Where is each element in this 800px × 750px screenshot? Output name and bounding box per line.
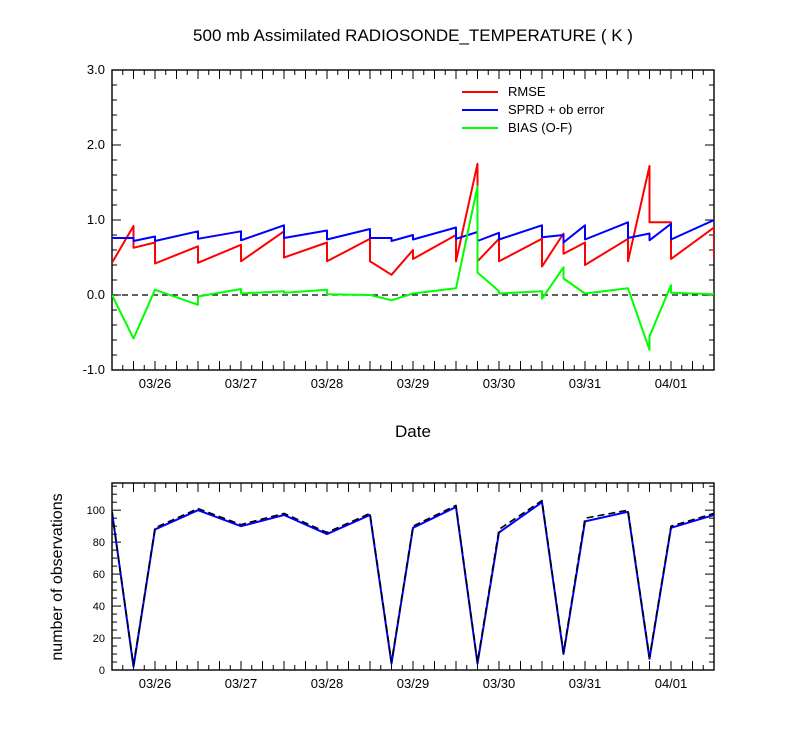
rmse-spread-bias-panel: 03/26 03/27 03/28 03/29 03/30 03/31 04/01 -1.0 0… [83, 62, 715, 391]
x-axis-label: Date [395, 422, 431, 441]
plot-frame [111, 69, 715, 371]
x-tick-label: 03/27 [225, 676, 258, 691]
x-tick-label: 03/30 [483, 376, 516, 391]
series-line-solid [112, 501, 714, 668]
y-tick-label: 0.0 [87, 287, 105, 302]
y-tick-label: 2.0 [87, 137, 105, 152]
chart-title: 500 mb Assimilated RADIOSONDE_TEMPERATUR… [193, 26, 633, 45]
x-tick-label: 04/01 [655, 676, 688, 691]
legend-label: BIAS (O-F) [508, 120, 572, 135]
legend-label: SPRD + ob error [508, 102, 605, 117]
x-tick-label: 03/30 [483, 676, 516, 691]
observations-count-panel: 03/26 03/27 03/28 03/29 03/30 03/31 04/01 0 20 40… [87, 482, 715, 691]
series-line-bias-o-f [112, 185, 714, 351]
y-tick-label: 0 [99, 665, 105, 677]
x-tick-label: 03/31 [569, 376, 602, 391]
y-tick-label: 40 [93, 601, 105, 613]
x-tick-label: 03/26 [139, 376, 172, 391]
x-tick-label: 04/01 [655, 376, 688, 391]
y-tick-label: 1.0 [87, 212, 105, 227]
legend-label: RMSE [508, 84, 546, 99]
y-tick-label: 3.0 [87, 62, 105, 77]
y-tick-label: 20 [93, 633, 105, 645]
y-tick-label: 80 [93, 537, 105, 549]
x-tick-label: 03/28 [311, 676, 344, 691]
x-tick-label: 03/28 [311, 376, 344, 391]
y-tick-label: 60 [93, 569, 105, 581]
y-axis-label-observations: number of observations [49, 493, 66, 660]
series-line-dashed [112, 499, 714, 667]
x-tick-label: 03/26 [139, 676, 172, 691]
x-tick-label: 03/27 [225, 376, 258, 391]
y-tick-label: 100 [87, 505, 105, 517]
series-line-sprd-ob-error [112, 219, 714, 244]
y-tick-label: -1.0 [83, 362, 105, 377]
x-tick-label: 03/29 [397, 376, 430, 391]
x-tick-label: 03/31 [569, 676, 602, 691]
series-line-rmse [112, 162, 714, 276]
x-tick-label: 03/29 [397, 676, 430, 691]
